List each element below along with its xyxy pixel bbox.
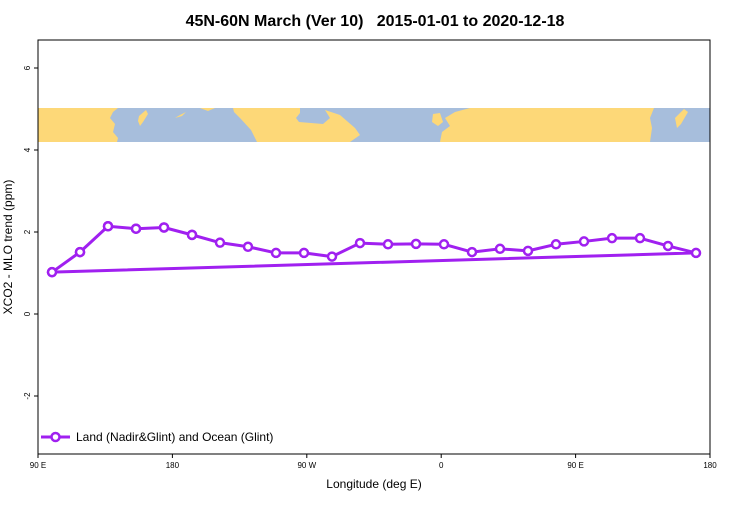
data-point (466, 246, 478, 258)
x-tick-label: 180 (703, 461, 717, 470)
y-axis: -2 0 2 4 6 (23, 65, 38, 400)
data-point (242, 241, 254, 253)
y-tick-label: 6 (23, 65, 32, 70)
data-point (354, 237, 366, 249)
series-line (46, 221, 702, 278)
x-tick-label: 180 (166, 461, 180, 470)
data-point (46, 266, 58, 278)
data-point (634, 232, 646, 244)
data-point (214, 237, 226, 248)
y-tick-label: 2 (23, 229, 32, 234)
y-axis-label: XCO2 - MLO trend (ppm) (1, 180, 15, 315)
data-point (270, 247, 282, 259)
data-point (494, 243, 506, 255)
x-tick-label: 90 W (297, 461, 316, 470)
data-point (690, 247, 702, 259)
data-point (550, 239, 562, 250)
chart-title: 45N-60N March (Ver 10) 2015-01-01 to 202… (186, 13, 565, 30)
y-tick-label: -2 (23, 392, 32, 400)
data-point (158, 222, 170, 233)
data-point (578, 236, 590, 247)
data-point (102, 221, 114, 232)
x-tick-label: 90 E (567, 461, 583, 470)
data-point (522, 245, 534, 257)
x-tick-label: 90 E (30, 461, 46, 470)
data-point (410, 238, 422, 250)
data-point (382, 239, 394, 250)
map-band (38, 108, 710, 142)
series-path (50, 224, 698, 274)
legend-marker (50, 431, 61, 443)
x-axis: 90 E 180 90 W 0 90 E 180 (30, 454, 717, 470)
data-point (130, 223, 142, 234)
data-point (438, 239, 450, 250)
y-tick-label: 0 (23, 311, 32, 316)
data-point (298, 247, 310, 259)
legend-label: Land (Nadir&Glint) and Ocean (Glint) (76, 430, 273, 444)
data-point (186, 229, 198, 241)
map-land (38, 108, 688, 142)
x-tick-label: 0 (439, 461, 444, 470)
plot-frame (37, 39, 711, 455)
data-point (74, 246, 86, 258)
data-point (326, 251, 338, 262)
data-point (662, 240, 674, 252)
legend: Land (Nadir&Glint) and Ocean (Glint) (41, 430, 273, 444)
data-point (606, 232, 618, 244)
x-axis-label: Longitude (deg E) (326, 477, 421, 491)
y-tick-label: 4 (23, 147, 32, 152)
